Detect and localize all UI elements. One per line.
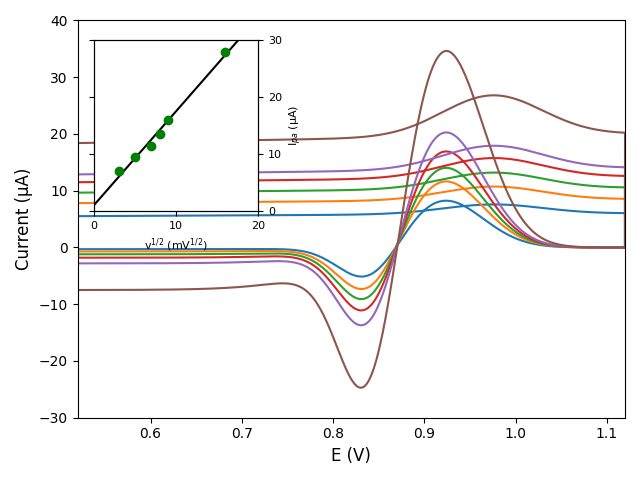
- Y-axis label: I$_{pa}$ (μA): I$_{pa}$ (μA): [287, 105, 304, 146]
- X-axis label: E (V): E (V): [332, 447, 371, 465]
- Y-axis label: Current (μA): Current (μA): [15, 168, 33, 270]
